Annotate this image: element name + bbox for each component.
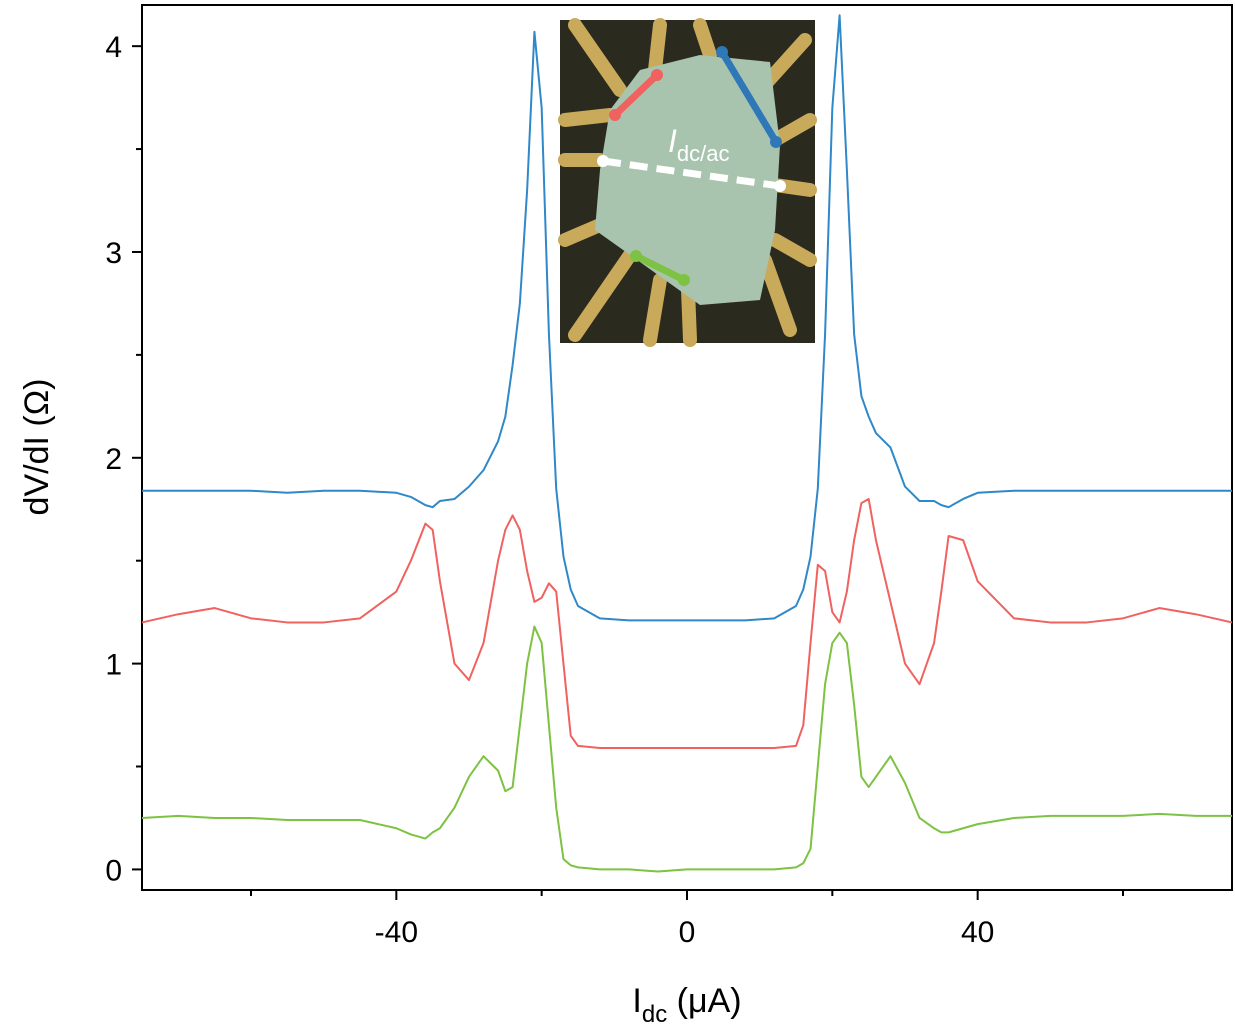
- inset-label-main: I: [668, 123, 677, 159]
- y-tick-label: 3: [105, 237, 122, 270]
- x-axis-label-unit: (μA): [667, 982, 741, 1020]
- x-axis-label-sub: dc: [642, 1001, 667, 1027]
- series-line: [141, 625, 1232, 873]
- y-tick-label: 0: [105, 854, 122, 887]
- series-line: [141, 497, 1233, 749]
- inset-photo: Idc/ac: [558, 18, 817, 347]
- x-tick-label: 40: [961, 916, 994, 949]
- x-tick-label: 0: [679, 916, 696, 949]
- x-axis-label-main: I: [632, 982, 641, 1020]
- series-line: [142, 14, 1232, 622]
- y-tick-label: 1: [105, 649, 122, 682]
- y-tick-label: 4: [105, 31, 122, 64]
- inset-flake: [595, 55, 780, 305]
- x-tick-label: -40: [375, 916, 418, 949]
- inset-label: Idc/ac: [668, 123, 729, 166]
- y-tick-label: 2: [105, 443, 122, 476]
- inset-label-sub: dc/ac: [677, 141, 730, 166]
- y-axis-label: dV/dI (Ω): [18, 379, 56, 516]
- inset-contacts: [597, 46, 786, 286]
- inset-leads: [558, 18, 817, 347]
- x-axis-label: Idc (μA): [632, 982, 741, 1027]
